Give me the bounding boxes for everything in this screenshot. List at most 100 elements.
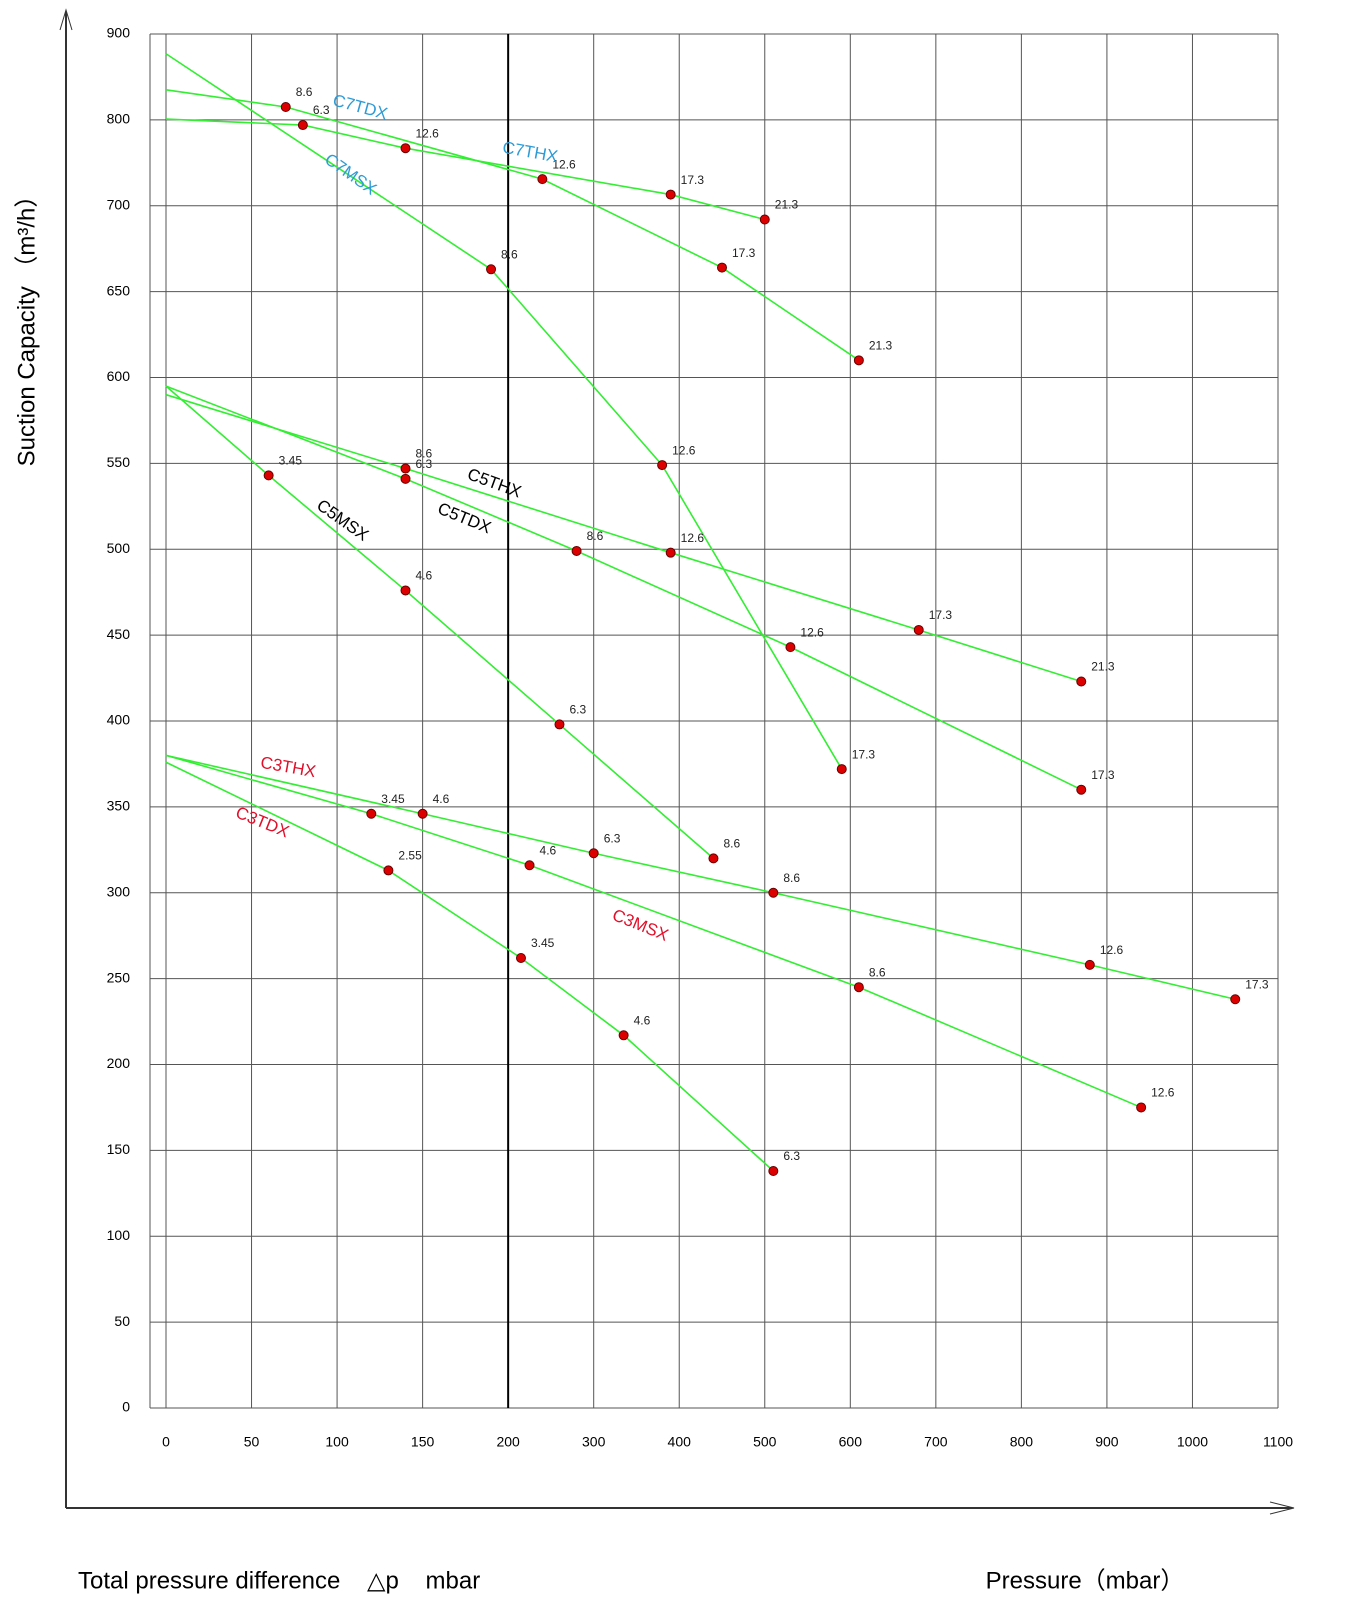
point-label: 12.6 <box>681 531 705 545</box>
y-tick-label: 100 <box>107 1227 131 1243</box>
x-axis-unit: Pressure（mbar） <box>986 1567 1185 1594</box>
point <box>554 719 565 730</box>
point <box>486 264 497 275</box>
curve <box>165 385 714 860</box>
curve-name: C7MSX <box>321 150 380 199</box>
point-label: 4.6 <box>433 792 450 806</box>
point <box>571 545 582 556</box>
point-label: 21.3 <box>775 198 799 212</box>
point <box>1230 994 1241 1005</box>
point <box>768 887 779 898</box>
curve-name: C5TDX <box>435 499 494 537</box>
y-tick-label: 350 <box>107 798 131 814</box>
curve-name: C7TDX <box>331 91 390 124</box>
point-label: 12.6 <box>1151 1086 1175 1100</box>
y-arrow <box>59 8 73 31</box>
x-tick-label: 150 <box>411 1434 435 1450</box>
point-label: 21.3 <box>869 338 893 352</box>
x-tick-label: 900 <box>1095 1434 1119 1450</box>
point <box>768 1165 779 1176</box>
point-label: 17.3 <box>1245 977 1269 991</box>
curve <box>165 53 843 770</box>
y-tick-label: 200 <box>107 1055 131 1071</box>
y-tick-label: 450 <box>107 626 131 642</box>
point <box>1084 959 1095 970</box>
x-tick-label: 600 <box>839 1434 863 1450</box>
y-axis-title: Suction Capacity （m³/h） <box>13 184 40 467</box>
x-tick-label: 0 <box>162 1434 170 1450</box>
point-label: 8.6 <box>587 529 604 543</box>
point <box>836 764 847 775</box>
x-tick-label: 1000 <box>1177 1434 1208 1450</box>
point <box>400 463 411 474</box>
x-tick-label: 200 <box>496 1434 520 1450</box>
x-tick-label: 100 <box>325 1434 349 1450</box>
y-tick-label: 700 <box>107 196 131 212</box>
x-tick-label: 1100 <box>1263 1434 1293 1450</box>
point-label: 6.3 <box>416 457 433 471</box>
point-label: 8.6 <box>783 871 800 885</box>
point <box>400 585 411 596</box>
point <box>1076 784 1087 795</box>
point-label: 17.3 <box>732 246 756 260</box>
point-label: 3.45 <box>381 792 405 806</box>
point-label: 17.3 <box>681 173 705 187</box>
point <box>665 547 676 558</box>
point-label: 8.6 <box>416 447 433 461</box>
curve <box>165 89 860 361</box>
point <box>717 262 727 273</box>
point-label: 6.3 <box>783 1149 800 1163</box>
point-label: 17.3 <box>929 608 953 622</box>
point <box>537 174 548 185</box>
point-label: 12.6 <box>552 157 576 171</box>
point-label: 6.3 <box>604 831 621 845</box>
y-tick-label: 650 <box>107 282 131 298</box>
point-label: 8.6 <box>723 837 740 851</box>
point <box>657 460 668 471</box>
point-label: 2.55 <box>398 849 422 863</box>
point <box>618 1030 629 1041</box>
point-label: 3.45 <box>279 454 303 468</box>
point <box>1136 1102 1147 1113</box>
point <box>400 473 411 484</box>
y-tick-label: 900 <box>107 25 131 41</box>
point-label: 12.6 <box>1100 943 1124 957</box>
curve <box>165 393 1082 683</box>
y-tick-label: 400 <box>107 712 131 728</box>
curve <box>165 385 1082 791</box>
point <box>913 624 924 635</box>
point-label: 8.6 <box>869 965 886 979</box>
point <box>297 120 308 131</box>
point-label: 12.6 <box>800 625 824 639</box>
x-tick-label: 500 <box>753 1434 777 1450</box>
point <box>588 848 599 859</box>
point-label: 3.45 <box>531 936 555 950</box>
y-tick-label: 500 <box>107 540 131 556</box>
x-tick-label: 700 <box>924 1434 948 1450</box>
point <box>417 808 428 819</box>
point <box>400 143 411 154</box>
point <box>708 853 719 864</box>
point <box>515 953 526 964</box>
point-label: 8.6 <box>501 247 518 261</box>
y-tick-label: 550 <box>107 454 131 470</box>
y-tick-label: 300 <box>107 883 131 899</box>
point-label: 8.6 <box>296 85 313 99</box>
point <box>280 101 291 112</box>
point-label: 17.3 <box>1091 768 1115 782</box>
point <box>383 865 394 876</box>
x-tick-label: 800 <box>1010 1434 1034 1450</box>
x-tick-label: 400 <box>668 1434 692 1450</box>
point <box>785 642 796 653</box>
point <box>524 860 535 871</box>
x-tick-label: 300 <box>582 1434 606 1450</box>
curve-name: C7THX <box>501 138 559 166</box>
point-label: 4.6 <box>634 1013 651 1027</box>
y-tick-label: 600 <box>107 368 131 384</box>
point <box>853 982 864 993</box>
y-tick-label: 150 <box>107 1141 131 1157</box>
point <box>759 214 770 225</box>
curve <box>165 118 765 221</box>
point <box>366 808 377 819</box>
point <box>1076 676 1087 687</box>
